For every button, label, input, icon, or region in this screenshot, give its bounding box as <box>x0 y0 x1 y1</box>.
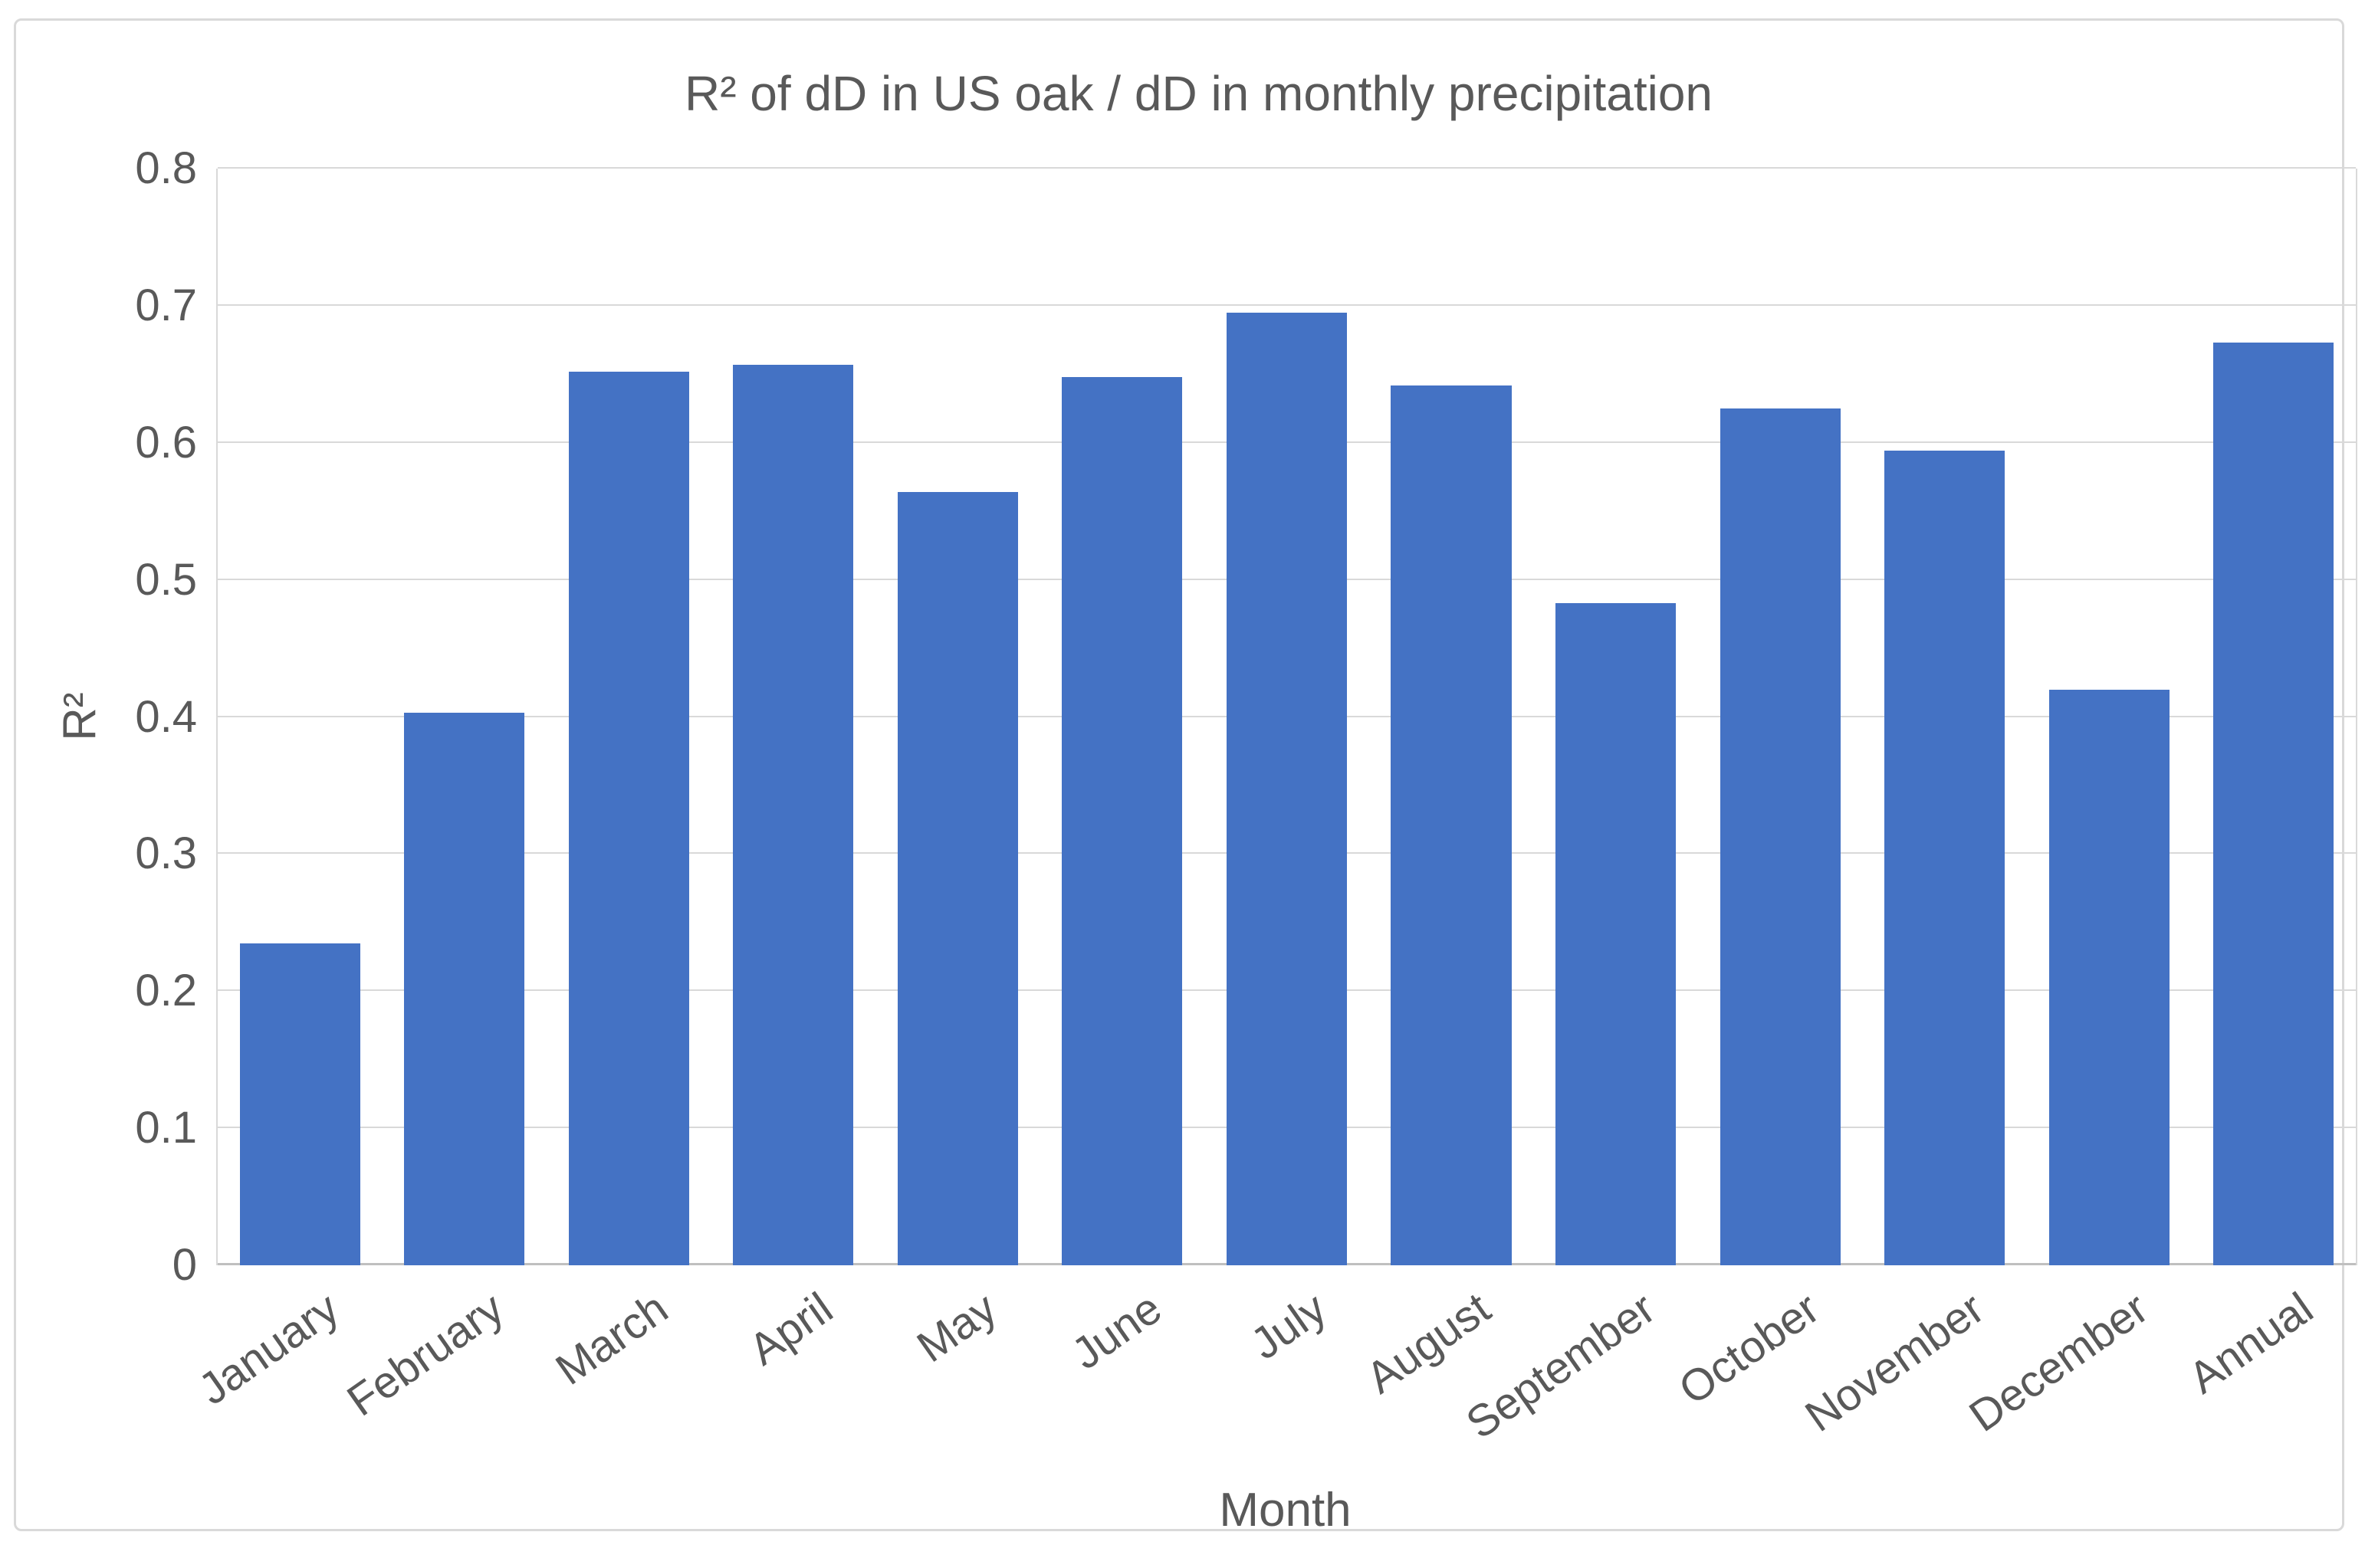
y-tick-label-0: 0 <box>172 1240 197 1290</box>
y-tick-label-0.8: 0.8 <box>135 143 197 193</box>
x-label-june: June <box>1063 1283 1171 1379</box>
gridline-0.8 <box>218 167 2356 169</box>
x-label-february: February <box>338 1283 513 1426</box>
bar-january <box>239 943 360 1265</box>
bar-slot-august <box>1369 169 1534 1265</box>
y-tick-label-0.3: 0.3 <box>135 828 197 879</box>
x-label-annual: Annual <box>2179 1283 2322 1404</box>
bar-slot-march <box>547 169 711 1265</box>
bar-slot-january <box>218 169 383 1265</box>
bar-slot-annual <box>2191 169 2356 1265</box>
bar-july <box>1226 312 1347 1265</box>
bar-annual <box>2213 343 2334 1265</box>
bar-september <box>1555 603 1677 1265</box>
gridline-0.7 <box>218 303 2356 306</box>
x-label-march: March <box>547 1283 678 1395</box>
bar-slot-february <box>383 169 547 1265</box>
bar-march <box>568 371 689 1265</box>
y-tick-label-0.2: 0.2 <box>135 966 197 1016</box>
bar-october <box>1720 408 1841 1265</box>
y-tick-label-0.4: 0.4 <box>135 691 197 742</box>
y-tick-label-0.7: 0.7 <box>135 280 197 330</box>
bar-august <box>1391 385 1512 1265</box>
y-tick-label-0.1: 0.1 <box>135 1103 197 1153</box>
bar-may <box>897 492 1018 1265</box>
bar-june <box>1062 376 1183 1265</box>
bar-slot-june <box>1040 169 1205 1265</box>
x-label-may: May <box>908 1283 1007 1373</box>
bar-slot-september <box>1533 169 1698 1265</box>
x-label-january: January <box>189 1283 348 1415</box>
bar-slot-april <box>711 169 876 1265</box>
x-label-december: December <box>1960 1283 2157 1442</box>
bars-container <box>218 169 2356 1265</box>
x-axis-title: Month <box>1219 1484 1352 1537</box>
bar-december <box>2048 689 2170 1265</box>
y-tick-label-0.5: 0.5 <box>135 554 197 605</box>
bar-february <box>404 713 525 1265</box>
x-label-november: November <box>1795 1283 1993 1442</box>
bar-november <box>1884 451 2005 1265</box>
plot-area <box>216 167 2357 1265</box>
chart-frame: R² of dD in US oak / dD in monthly preci… <box>14 18 2357 1537</box>
x-label-april: April <box>740 1283 842 1375</box>
bar-slot-july <box>1204 169 1369 1265</box>
x-label-august: August <box>1357 1283 1499 1404</box>
bar-slot-december <box>2027 169 2192 1265</box>
chart-title: R² of dD in US oak / dD in monthly preci… <box>684 66 1713 121</box>
bar-april <box>733 364 854 1265</box>
bar-slot-november <box>1862 169 2027 1265</box>
y-tick-label-0.6: 0.6 <box>135 417 197 467</box>
x-label-july: July <box>1241 1283 1335 1370</box>
bar-slot-may <box>875 169 1040 1265</box>
bar-slot-october <box>1698 169 1863 1265</box>
